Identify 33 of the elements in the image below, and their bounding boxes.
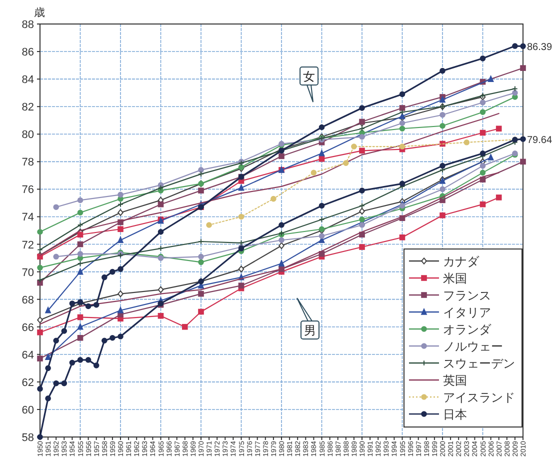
- annotation: 女: [303, 70, 316, 84]
- legend-label: ノルウェー: [443, 340, 503, 354]
- y-tick-label: 88: [22, 19, 34, 31]
- legend-label: フランス: [443, 288, 491, 302]
- y-tick-label: 70: [22, 266, 34, 279]
- legend-label: オランダ: [443, 322, 492, 336]
- y-tick-label: 82: [22, 102, 34, 114]
- data-label: 86.39: [527, 42, 552, 54]
- y-tick-label: 68: [22, 294, 34, 306]
- legend-label: 米国: [443, 272, 467, 286]
- y-tick-label: 72: [22, 239, 34, 252]
- y-tick-label: 64: [22, 349, 34, 362]
- legend-label: 日本: [443, 408, 467, 422]
- y-tick-label: 58: [22, 432, 34, 444]
- data-label: 79.64: [527, 135, 552, 146]
- annotation: 男: [304, 324, 316, 338]
- legend-label: カナダ: [443, 254, 480, 268]
- y-tick-label: 84: [22, 74, 34, 86]
- y-tick-label: 62: [22, 376, 34, 389]
- y-tick-label: 66: [22, 322, 34, 334]
- annotation: 男: [296, 298, 320, 340]
- legend-label: 英国: [443, 374, 467, 388]
- y-axis-title: 歳: [34, 6, 45, 19]
- legend-label: アイスランド: [443, 390, 515, 404]
- y-tick-label: 76: [22, 184, 34, 196]
- legend-label: スウェーデン: [443, 356, 515, 370]
- legend-label: イタリア: [443, 306, 491, 320]
- y-tick-label: 60: [22, 404, 34, 416]
- y-tick-label: 80: [22, 129, 34, 142]
- annotation: 女: [300, 66, 319, 103]
- y-tick-label: 86: [22, 46, 34, 59]
- y-tick-label: 74: [22, 212, 34, 224]
- y-tick-label: 78: [22, 156, 34, 169]
